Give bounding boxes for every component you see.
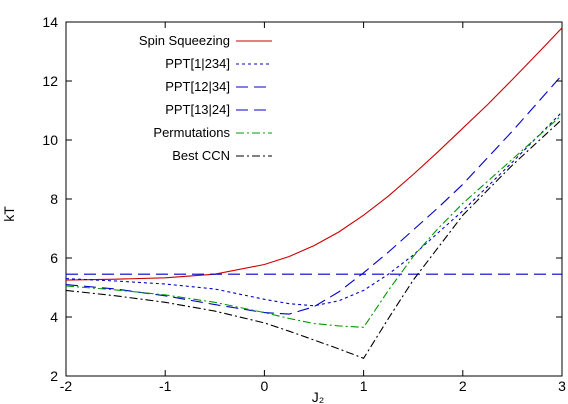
series-line-5 — [65, 114, 563, 328]
series-line-2 — [65, 111, 563, 307]
legend-label-2: PPT[1|234] — [165, 56, 230, 71]
legend-label-1: Spin Squeezing — [139, 33, 230, 48]
series-line-1 — [65, 27, 563, 281]
legend-label-6: Best CCN — [172, 148, 230, 163]
x-axis-title: J₂ — [312, 389, 324, 404]
series-line-6 — [65, 118, 563, 359]
series-line-3 — [65, 74, 563, 315]
y-tick-label: 8 — [50, 191, 58, 207]
x-tick-label: -2 — [60, 378, 73, 394]
y-tick-label: 4 — [50, 309, 58, 325]
x-tick-label: 0 — [261, 378, 269, 394]
y-tick-label: 6 — [50, 250, 58, 266]
legend-label-3: PPT[12|34] — [165, 79, 230, 94]
y-axis-title: kT — [1, 206, 17, 222]
x-tick-label: 3 — [558, 378, 566, 394]
legend-label-4: PPT[13|24] — [165, 102, 230, 117]
y-tick-label: 14 — [42, 14, 58, 30]
x-tick-label: 1 — [360, 378, 368, 394]
plot-border — [65, 21, 563, 377]
x-tick-label: -1 — [159, 378, 172, 394]
x-tick-label: 2 — [459, 378, 467, 394]
legend-label-5: Permutations — [153, 125, 230, 140]
y-tick-label: 10 — [42, 132, 58, 148]
plot-frame — [65, 21, 563, 377]
series-layer — [65, 27, 563, 359]
y-tick-label: 2 — [50, 368, 58, 384]
legend: Spin Squeezing PPT[1|234] PPT[12|34] PPT[13… — [139, 33, 272, 163]
y-tick-label: 12 — [42, 73, 58, 89]
